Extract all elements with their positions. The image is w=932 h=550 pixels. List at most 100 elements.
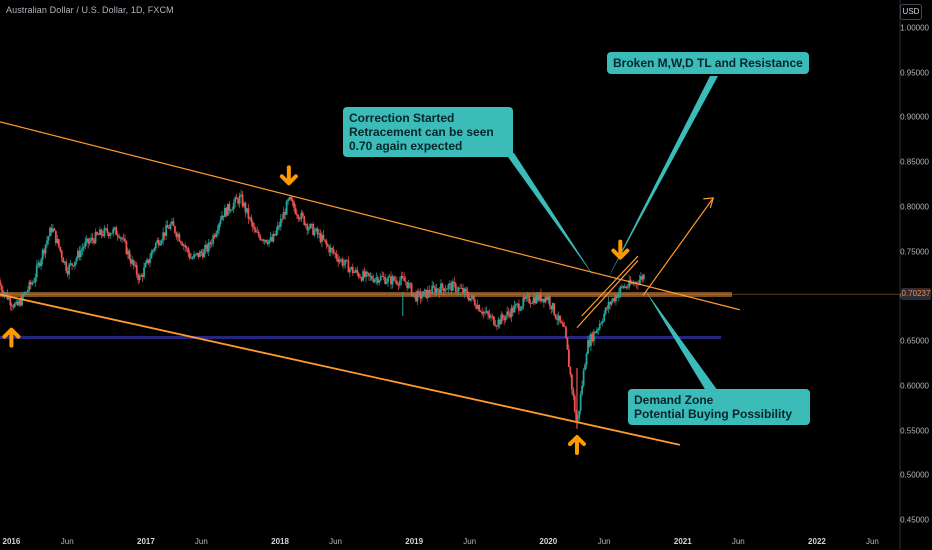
candle-body xyxy=(206,244,209,252)
price-axis[interactable]: 1.00000 0.95000 0.90000 0.85000 0.80000 0.750… xyxy=(900,0,932,550)
candle-body xyxy=(440,283,442,294)
candle-body xyxy=(85,238,88,242)
candle-body xyxy=(219,219,222,224)
candle-body xyxy=(482,311,485,314)
candle-body xyxy=(40,259,43,267)
candle-body xyxy=(235,197,238,200)
candle-body xyxy=(585,353,588,365)
candle-body xyxy=(193,254,195,259)
candle-body xyxy=(38,262,41,267)
candle-body xyxy=(454,283,457,292)
candle-body xyxy=(563,326,566,328)
candle-body xyxy=(348,268,351,273)
candle-body xyxy=(247,208,250,219)
candle-body xyxy=(94,232,97,244)
candle-body xyxy=(244,202,247,213)
candle-body xyxy=(388,276,391,278)
candle-body xyxy=(0,280,1,286)
candle-body xyxy=(224,207,226,218)
candle-body xyxy=(466,291,469,297)
candle-body xyxy=(96,232,98,235)
candle-body xyxy=(212,235,215,244)
candle-body xyxy=(457,287,460,291)
candle-body xyxy=(272,233,275,242)
candle-body xyxy=(420,296,423,299)
trendline xyxy=(576,260,639,329)
candle-body xyxy=(74,261,76,267)
candle-body xyxy=(426,290,429,298)
candle-body xyxy=(526,295,529,297)
candle-body xyxy=(425,289,428,298)
candle-body xyxy=(276,225,279,231)
candle-body xyxy=(262,239,265,242)
time-tick-label: 2016 xyxy=(2,537,21,546)
candle-body xyxy=(257,231,260,236)
candle-body xyxy=(126,250,129,255)
candle-body xyxy=(473,299,476,306)
candle-body xyxy=(50,227,53,232)
callout-text: Broken M,W,D TL and Resistance xyxy=(613,56,803,70)
candle-body xyxy=(253,227,256,230)
candle-body xyxy=(448,283,451,285)
candle-body xyxy=(99,229,101,236)
candle-body xyxy=(403,277,406,282)
candle-body xyxy=(22,294,25,296)
candle-body xyxy=(43,249,45,254)
candle-body xyxy=(7,297,10,300)
time-tick-label: 2021 xyxy=(673,537,692,546)
candle-body xyxy=(260,239,263,241)
arrow-down-marker-head xyxy=(611,248,630,260)
candle-body xyxy=(346,259,348,261)
candle-body xyxy=(150,252,153,259)
candle-body xyxy=(490,316,492,318)
candle-body xyxy=(351,266,354,274)
candle-body xyxy=(410,283,413,296)
time-tick-label: 2020 xyxy=(539,537,558,546)
candle-body xyxy=(112,228,115,234)
callout-pointers-layer xyxy=(505,76,718,391)
candle-body xyxy=(409,283,412,284)
candle-body xyxy=(394,280,397,282)
candle-body xyxy=(347,260,350,273)
candle-body xyxy=(137,274,140,281)
candle-body xyxy=(10,305,13,307)
candle-body xyxy=(537,295,539,301)
candle-body xyxy=(291,200,294,202)
candle-body xyxy=(162,232,165,241)
candle-body xyxy=(194,254,197,255)
candle-body xyxy=(503,318,506,321)
candle-body xyxy=(353,271,356,274)
candle-body xyxy=(619,286,622,293)
time-axis[interactable]: 2016 Jun 2017 Jun 2018 Jun 2019 Jun 2020 Jun 2021 J… xyxy=(0,531,900,550)
candle-body xyxy=(642,274,645,280)
candle-body xyxy=(613,298,616,302)
candle-body xyxy=(203,248,206,258)
candle-body xyxy=(372,279,375,282)
candle-body xyxy=(560,321,563,324)
candle-body xyxy=(4,292,7,294)
candle-body xyxy=(168,227,170,229)
candle-body xyxy=(271,237,273,242)
candle-body xyxy=(472,295,475,300)
projection-arrowhead xyxy=(703,197,715,209)
candle-body xyxy=(312,224,315,235)
candle-body xyxy=(62,257,65,263)
candle-body xyxy=(520,306,523,310)
candle-body xyxy=(463,288,466,294)
callout-text: 0.70 again expected xyxy=(349,139,463,153)
candle-body xyxy=(27,289,29,292)
currency-button[interactable]: USD xyxy=(900,4,922,20)
candle-body xyxy=(400,276,403,281)
candle-body xyxy=(431,285,434,294)
candle-body xyxy=(610,301,613,305)
candle-body xyxy=(132,260,135,266)
candle-body xyxy=(254,229,257,233)
candle-body xyxy=(243,202,245,207)
candle-body xyxy=(281,218,284,220)
arrow-up-marker-head xyxy=(567,435,586,447)
candle-body xyxy=(604,307,607,314)
candle-body xyxy=(579,394,582,411)
candle-body xyxy=(547,296,550,300)
candle-body xyxy=(122,238,125,240)
